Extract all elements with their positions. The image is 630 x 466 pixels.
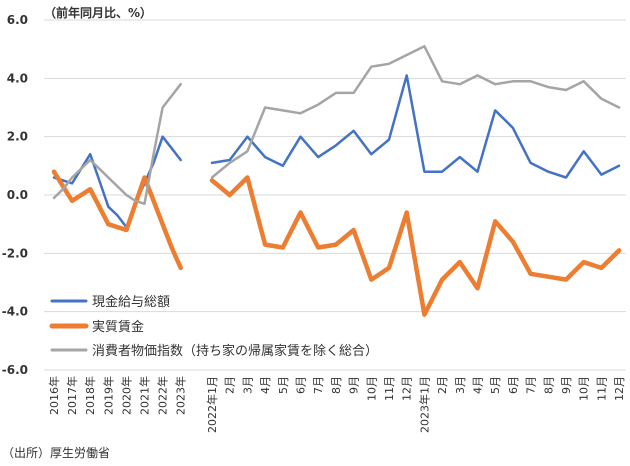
x-tick-label-monthly: 4月 (259, 376, 272, 394)
x-tick-label-annual: 2023年 (174, 376, 188, 415)
x-tick-label-monthly: 12月 (401, 376, 414, 401)
x-tick-label-annual: 2020年 (119, 376, 133, 415)
legend-entry: 現金給与総額 (92, 294, 170, 310)
series-line-monthly (209, 175, 622, 317)
x-tick-label-monthly: 3月 (454, 376, 467, 394)
x-tick-label-monthly: 5月 (277, 376, 290, 394)
x-tick-label-monthly: 2月 (224, 376, 237, 394)
gridlines (44, 19, 626, 371)
x-tick-label-monthly: 3月 (241, 376, 254, 394)
y-tick-label: -6.0 (2, 363, 28, 377)
x-tick-label-monthly: 5月 (489, 376, 502, 394)
x-tick-label-monthly: 10月 (365, 376, 378, 401)
x-tick-label-monthly: 10月 (578, 376, 591, 401)
x-tick-label-annual: 2017年 (65, 376, 79, 415)
series-line-monthly (210, 45, 621, 179)
x-tick-label-monthly: 4月 (472, 376, 485, 394)
x-tick-label-monthly: 7月 (525, 376, 538, 394)
x-tick-label-annual: 2021年 (138, 376, 152, 415)
x-tick-label-monthly: 2月 (436, 376, 449, 394)
x-tick-label-monthly: 6月 (507, 376, 520, 394)
y-tick-label: 2.0 (7, 130, 28, 144)
x-axis-tick-labels: 2016年 2017年 2018年 2019年 2020年 2021年 2022年 2023年… (47, 376, 626, 433)
legend-entry: 実質賃金 (92, 319, 144, 335)
series-lines (51, 45, 622, 317)
x-tick-label-monthly: 6月 (295, 376, 308, 394)
x-tick-label-monthly: 8月 (542, 376, 555, 394)
source-note: （出所）厚生労働省 (2, 446, 111, 460)
x-tick-label-annual: 2022年 (156, 376, 170, 415)
y-tick-label: -4.0 (2, 305, 28, 319)
x-tick-label-monthly: 2023年1月 (417, 376, 431, 433)
y-tick-label: 4.0 (7, 71, 28, 85)
x-tick-label-annual: 2019年 (101, 376, 115, 415)
y-tick-label: -2.0 (2, 246, 28, 260)
series-line-annual (52, 82, 182, 206)
legend-entry: 消費者物価指数（持ち家の帰属家賃を除く総合） (92, 343, 378, 359)
x-tick-label-monthly: 9月 (560, 376, 573, 394)
x-tick-label-monthly: 11月 (383, 376, 396, 401)
x-tick-label-monthly: 8月 (330, 376, 343, 394)
y-axis-tick-labels: 6.0 4.0 2.0 0.0 -2.0 -4.0 -6.0 (2, 13, 28, 377)
y-axis-unit-label: （前年同月比、%） (44, 6, 153, 20)
series-line-annual (51, 169, 183, 271)
x-tick-label-monthly: 12月 (613, 376, 626, 401)
x-tick-label-monthly: 2022年1月 (205, 376, 219, 433)
x-tick-label-monthly: 7月 (312, 376, 325, 394)
y-tick-label: 0.0 (7, 188, 28, 202)
series-line-annual (52, 135, 182, 229)
x-tick-label-annual: 2018年 (83, 376, 97, 415)
x-tick-label-monthly: 9月 (348, 376, 361, 394)
x-tick-label-annual: 2016年 (47, 376, 61, 415)
y-tick-label: 6.0 (7, 13, 28, 27)
x-tick-label-monthly: 11月 (595, 376, 608, 401)
series-line-monthly (210, 74, 621, 179)
